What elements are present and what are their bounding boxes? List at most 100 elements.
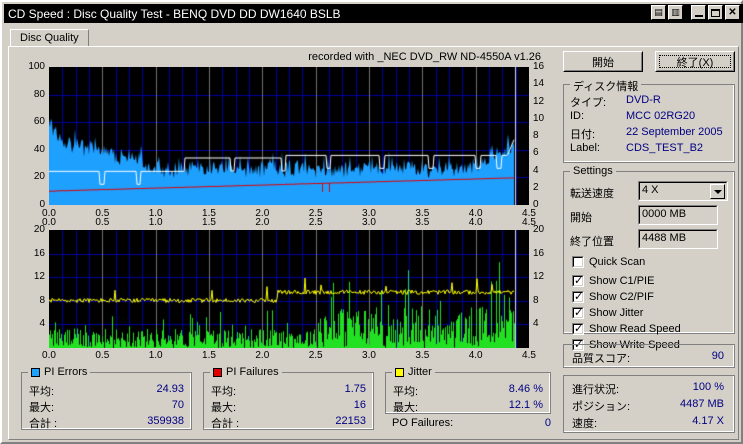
jitter-legend: Jitter — [392, 366, 435, 378]
title-bar: CD Speed : Disc Quality Test - BENQ DVD … — [4, 4, 743, 23]
recorded-with-label: recorded with _NEC DVD_RW ND-4550A v1.26 — [308, 51, 541, 63]
transfer-speed-combobox[interactable]: 4 X — [638, 181, 728, 201]
minimize-icon — [695, 15, 703, 17]
right-panel: 開始 終了(X) ディスク情報 タイプ: DVD-R ID: MCC 02RG2… — [561, 47, 739, 439]
focus-rect — [659, 55, 731, 68]
jitter-stats-box: Jitter 平均: 8.46 % 最大: 12.1 % — [385, 366, 551, 414]
main-panel: recorded with _NEC DVD_RW ND-4550A v1.26… — [8, 46, 739, 440]
x-tick: 2.5 — [308, 217, 323, 228]
y-tick: 80 — [33, 88, 45, 100]
y-tick: 40 — [33, 143, 45, 155]
start-position-input[interactable]: 0000 MB — [638, 205, 718, 225]
pi-errors-legend-label: PI Errors — [44, 366, 88, 378]
checkbox-box: ✓ — [572, 291, 584, 303]
close-icon: ✕ — [728, 6, 737, 18]
x-tick: 0.5 — [95, 208, 110, 219]
checkbox-show-write-speed[interactable]: ✓ Show Write Speed — [572, 339, 680, 351]
y2-tick: 16 — [533, 247, 545, 259]
disc-info-group: ディスク情報 タイプ: DVD-R ID: MCC 02RG20 日付: 22 … — [563, 78, 735, 163]
chevron-down-icon[interactable] — [710, 184, 725, 199]
maximize-button[interactable] — [708, 5, 723, 20]
pi-failures-legend-label: PI Failures — [226, 366, 279, 378]
x-tick: 2.5 — [308, 350, 323, 361]
x-tick: 3.0 — [362, 208, 376, 219]
minimize-button[interactable] — [691, 5, 706, 20]
x-tick: 4.5 — [522, 208, 536, 219]
x-tick: 2.0 — [255, 208, 270, 219]
x-tick: 0.5 — [95, 350, 110, 361]
x-tick: 0.0 — [42, 217, 56, 228]
start-button[interactable]: 開始 — [563, 51, 643, 72]
start-position-label: 開始 — [570, 212, 592, 224]
pi-failures-max-value: 16 — [353, 399, 366, 411]
y-tick: 4 — [39, 318, 45, 330]
x-tick: 0.0 — [42, 208, 56, 219]
pi-failures-avg-value: 1.75 — [344, 383, 366, 395]
exit-button-label: 終了(X) — [676, 56, 714, 69]
pi-errors-max-label: 最大: — [29, 402, 55, 414]
checkbox-show-read-speed[interactable]: ✓ Show Read Speed — [572, 323, 681, 335]
quality-score-box: 品質スコア: 90 — [563, 344, 735, 368]
disc-type-label: タイプ: — [570, 97, 607, 109]
start-position-value: 0000 MB — [642, 208, 687, 220]
checkbox-quick-scan-label: Quick Scan — [589, 256, 646, 268]
y2-tick: 10 — [533, 112, 545, 124]
checkbox-show-c2-pif[interactable]: ✓ Show C2/PIF — [572, 291, 654, 303]
pi-failures-chart[interactable] — [49, 230, 529, 348]
jitter-max-value: 12.1 % — [508, 399, 543, 411]
end-position-input[interactable]: 4488 MB — [638, 229, 718, 249]
y-tick: 60 — [33, 116, 45, 128]
pi-failures-stats-box: PI Failures 平均: 1.75 最大: 16 合計 : 22153 — [203, 366, 374, 430]
pi-errors-chart[interactable] — [49, 67, 529, 205]
exit-button[interactable]: 終了(X) — [655, 51, 735, 72]
x-tick: 4.0 — [468, 208, 483, 219]
end-position-label: 終了位置 — [570, 236, 614, 248]
tab-disc-quality-label: Disc Quality — [20, 32, 79, 44]
y2-tick: 2 — [533, 181, 539, 193]
po-failures-label: PO Failures: — [392, 417, 454, 429]
checkbox-show-c1-pie[interactable]: ✓ Show C1/PIE — [572, 275, 654, 287]
y2-tick: 12 — [533, 271, 545, 283]
x-tick: 0.0 — [42, 350, 56, 361]
speed-label: 速度: — [572, 418, 598, 430]
x-tick: 2.0 — [255, 350, 270, 361]
tab-disc-quality[interactable]: Disc Quality — [10, 29, 89, 47]
checkbox-show-jitter[interactable]: ✓ Show Jitter — [572, 307, 643, 319]
x-tick: 1.0 — [148, 217, 163, 228]
x-tick: 4.5 — [522, 217, 536, 228]
chart-area: recorded with _NEC DVD_RW ND-4550A v1.26… — [15, 51, 555, 369]
jitter-avg-label: 平均: — [393, 386, 419, 398]
save-icon: ▥ — [671, 7, 680, 17]
pi-errors-stats-box: PI Errors 平均: 24.93 最大: 70 合計 : 359938 — [21, 366, 192, 430]
y2-tick: 0 — [533, 199, 539, 210]
book-icon: ▤ — [654, 7, 663, 17]
book-icon-button[interactable]: ▤ — [651, 5, 666, 20]
y-tick: 12 — [33, 271, 45, 283]
pi-errors-color-swatch — [31, 367, 40, 377]
x-tick: 3.5 — [415, 217, 430, 228]
checkbox-show-jitter-label: Show Jitter — [589, 307, 644, 319]
title-bar-buttons: ▤ ▥ ✕ — [651, 5, 740, 20]
save-icon-button[interactable]: ▥ — [668, 5, 683, 20]
disc-id-label: ID: — [570, 110, 585, 122]
position-value: 4487 MB — [679, 398, 724, 410]
checkbox-box — [572, 256, 584, 268]
y-tick: 100 — [28, 61, 45, 72]
jitter-avg-value: 8.46 % — [508, 383, 543, 395]
pi-failures-avg-label: 平均: — [211, 386, 237, 398]
progress-box: 進行状況: 100 % ポジション: 4487 MB 速度: 4.17 X — [563, 375, 735, 433]
disc-date-value: 22 September 2005 — [626, 126, 723, 138]
x-tick: 2.5 — [308, 208, 323, 219]
x-tick: 4.5 — [522, 350, 536, 361]
quality-score-label: 品質スコア: — [572, 353, 631, 365]
pi-failures-max-label: 最大: — [211, 402, 237, 414]
close-button[interactable]: ✕ — [725, 5, 740, 20]
checkbox-quick-scan[interactable]: Quick Scan — [572, 256, 645, 268]
y2-tick: 14 — [533, 78, 545, 90]
pi-errors-total-label: 合計 : — [29, 418, 58, 430]
pi-failures-legend: PI Failures — [210, 366, 282, 378]
y-tick: 0 — [39, 199, 45, 210]
x-tick: 3.5 — [415, 350, 430, 361]
speed-value: 4.17 X — [692, 415, 724, 427]
jitter-legend-label: Jitter — [408, 366, 432, 378]
